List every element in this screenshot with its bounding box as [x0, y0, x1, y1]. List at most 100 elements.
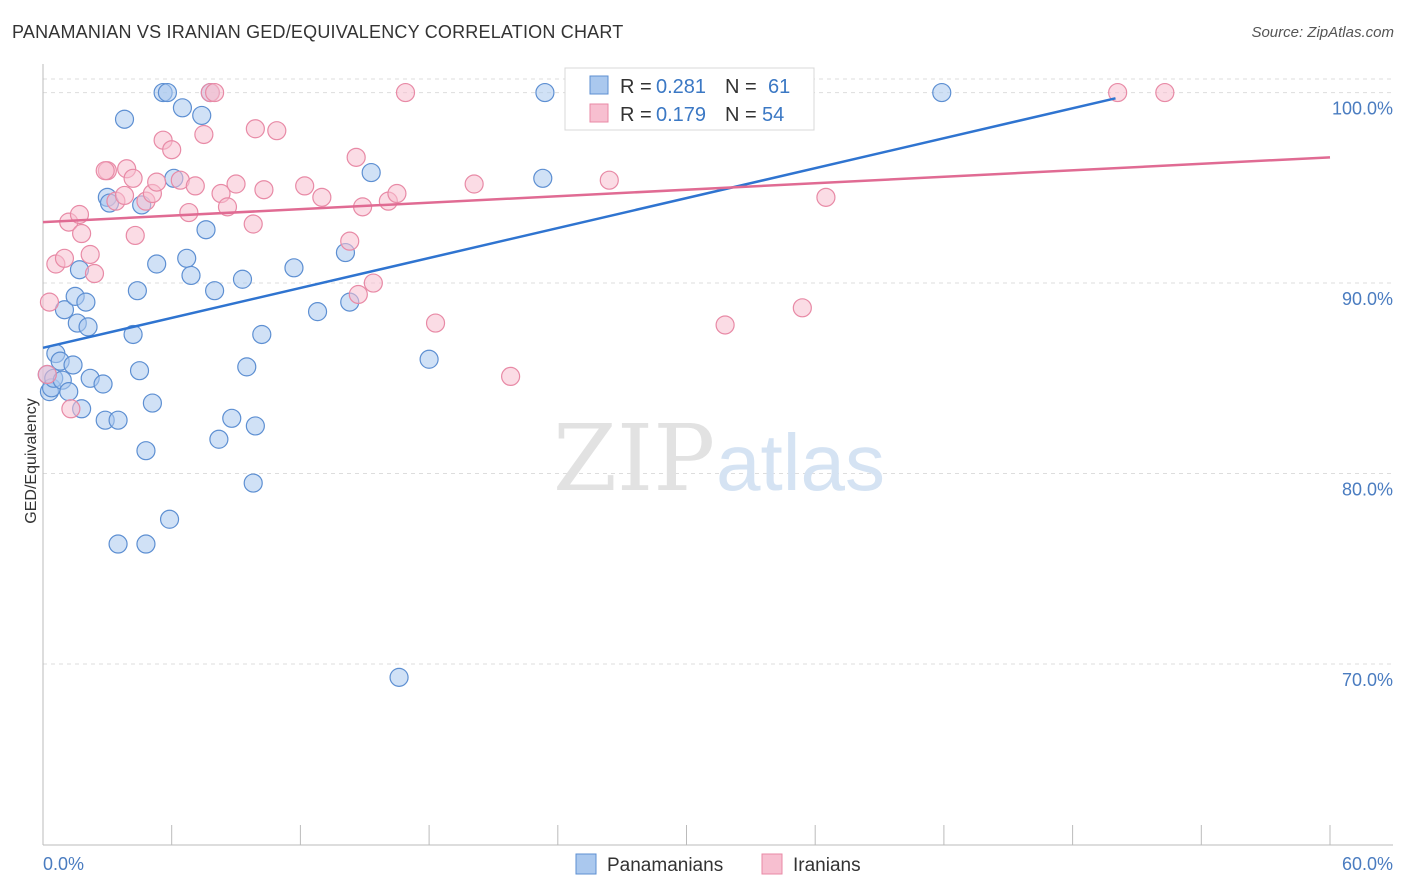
panamanian-point: [307, 302, 328, 322]
bottom-legend-label-panamanians: Panamanians: [607, 855, 723, 876]
iranian-point: [254, 180, 274, 200]
iranian-point: [312, 187, 332, 207]
iranian-point: [245, 119, 265, 139]
y-tick-label: 90.0%: [1342, 289, 1393, 309]
iranian-point: [816, 187, 836, 207]
panamanian-point: [54, 300, 75, 320]
iranian-point: [123, 168, 143, 188]
iranian-point: [72, 223, 92, 244]
iranian-point: [340, 231, 360, 251]
iranian-point: [54, 248, 75, 268]
iranian-point: [715, 315, 735, 335]
iranian-point: [162, 140, 182, 160]
legend-n-value-panamanians: 61: [768, 76, 790, 98]
iranian-point: [205, 82, 225, 103]
watermark-atlas: atlas: [716, 418, 885, 507]
panamanian-point: [159, 509, 180, 529]
legend-swatch-iranians: [589, 103, 609, 123]
panamanian-point: [76, 292, 96, 312]
panamanian-point: [243, 473, 263, 493]
panamanian-point: [78, 317, 98, 337]
watermark: ZIP atlas: [553, 405, 885, 512]
panamanian-point: [284, 258, 304, 278]
panamanian-point: [136, 441, 156, 461]
panamanian-point: [157, 82, 178, 103]
axes-layer: 70.0% 80.0% 90.0% 100.0%: [42, 64, 1393, 846]
iranian-point: [395, 82, 416, 103]
x-tick-label-min: 0.0%: [43, 854, 84, 874]
panamanian-point: [237, 357, 257, 377]
chart-title: PANAMANIAN VS IRANIAN GED/EQUIVALENCY CO…: [12, 22, 624, 42]
legend-box: R = 0.281 N = 61 R = 0.179 N = 54: [564, 67, 815, 131]
iranian-point: [363, 273, 383, 293]
iranian-point: [125, 225, 145, 246]
legend-n-label-panamanians: N =: [725, 76, 757, 98]
legend-r-label-panamanians: R =: [620, 76, 652, 98]
bottom-legend-label-iranians: Iranians: [793, 855, 861, 876]
iranian-point: [80, 244, 100, 265]
panamanian-point: [196, 220, 216, 240]
panamanian-point: [361, 162, 381, 183]
y-tick-label: 80.0%: [1342, 480, 1393, 500]
panamanian-point: [108, 534, 128, 554]
panamanian-point: [232, 269, 253, 289]
bottom-legend-swatch-iranians: [761, 853, 783, 875]
iranian-point: [194, 124, 214, 145]
legend-r-label-iranians: R =: [620, 104, 652, 126]
iranian-point: [464, 174, 484, 194]
iranian-point: [346, 147, 366, 167]
panamanian-point: [93, 374, 113, 394]
panamanian-point: [205, 281, 225, 301]
panamanian-point: [192, 105, 212, 126]
panamanian-point: [245, 416, 265, 436]
y-tick-label: 100.0%: [1332, 99, 1393, 119]
panamanian-point: [59, 382, 79, 402]
legend-swatch-panamanians: [589, 75, 609, 95]
panamanian-point: [172, 98, 193, 118]
panamanian-point: [177, 248, 197, 268]
iranian-trend-line: [42, 156, 1331, 224]
trend-layer: [42, 97, 1331, 350]
panamanian-point: [63, 355, 83, 375]
panamanian-point: [142, 393, 162, 413]
panamanian-point: [123, 324, 143, 345]
panamanian-point: [252, 324, 272, 345]
x-tick-label-max: 60.0%: [1342, 854, 1393, 874]
watermark-zip: ZIP: [553, 405, 715, 512]
panamanian-trend-line: [42, 97, 1116, 350]
iranian-point: [599, 170, 619, 190]
panamanian-point: [114, 109, 135, 129]
panamanian-point: [108, 410, 128, 430]
y-tick-label: 70.0%: [1342, 670, 1393, 690]
bottom-legend-swatch-panamanians: [575, 853, 597, 875]
iranian-point: [792, 298, 812, 318]
iranian-point: [348, 284, 368, 305]
legend-n-value-iranians: 54: [762, 104, 784, 126]
iranian-point: [501, 366, 521, 386]
panamanian-point: [129, 361, 150, 381]
iranian-point: [387, 183, 407, 204]
iranian-point: [295, 176, 315, 196]
panamanian-point: [533, 168, 553, 188]
panamanian-point: [222, 408, 242, 428]
iranian-point: [179, 202, 199, 223]
iranian-point: [1155, 82, 1175, 103]
iranian-point: [95, 161, 115, 181]
panamanian-point: [419, 349, 439, 369]
panamanian-point: [147, 254, 167, 274]
panamanian-point: [181, 265, 201, 286]
iranian-point: [114, 185, 135, 206]
iranian-point: [37, 364, 57, 385]
iranian-point: [39, 292, 60, 312]
legend-n-label-iranians: N =: [725, 104, 757, 126]
source-label: Source: ZipAtlas.com: [1251, 24, 1394, 41]
iranian-point: [425, 313, 446, 333]
panamanian-point: [209, 429, 229, 449]
iranian-point: [226, 174, 246, 194]
panamanian-point: [932, 82, 952, 103]
iranian-point: [267, 121, 287, 141]
panamanian-point: [127, 281, 147, 301]
bottom-legend: Panamanians Iranians: [575, 853, 861, 876]
iranian-point: [185, 176, 205, 196]
